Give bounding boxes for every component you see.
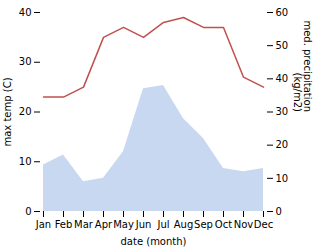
svg-text:May: May [113,219,134,230]
svg-text:10: 10 [276,173,289,184]
svg-text:Oct: Oct [215,219,232,230]
svg-text:Sep: Sep [194,219,213,230]
svg-text:20: 20 [276,139,289,150]
svg-text:50: 50 [276,40,289,51]
svg-text:date (month): date (month) [121,236,187,247]
svg-text:Feb: Feb [55,219,73,230]
svg-text:40: 40 [19,7,32,18]
svg-text:0: 0 [276,206,282,217]
svg-text:Nov: Nov [234,219,254,230]
svg-text:Jan: Jan [35,219,51,230]
svg-text:Jul: Jul [156,219,169,230]
svg-text:20: 20 [19,106,32,117]
svg-text:Mar: Mar [74,219,94,230]
svg-text:60: 60 [276,7,289,18]
svg-text:max temp (C): max temp (C) [2,77,13,146]
svg-text:30: 30 [276,106,289,117]
svg-text:Dec: Dec [254,219,273,230]
svg-text:0: 0 [25,206,31,217]
svg-text:med. precipitation(kg/m2): med. precipitation(kg/m2) [292,20,313,112]
svg-text:30: 30 [19,56,32,67]
svg-text:Jun: Jun [135,219,152,230]
svg-text:Apr: Apr [95,219,113,230]
svg-text:Aug: Aug [174,219,194,230]
svg-text:40: 40 [276,73,289,84]
svg-text:10: 10 [19,156,32,167]
